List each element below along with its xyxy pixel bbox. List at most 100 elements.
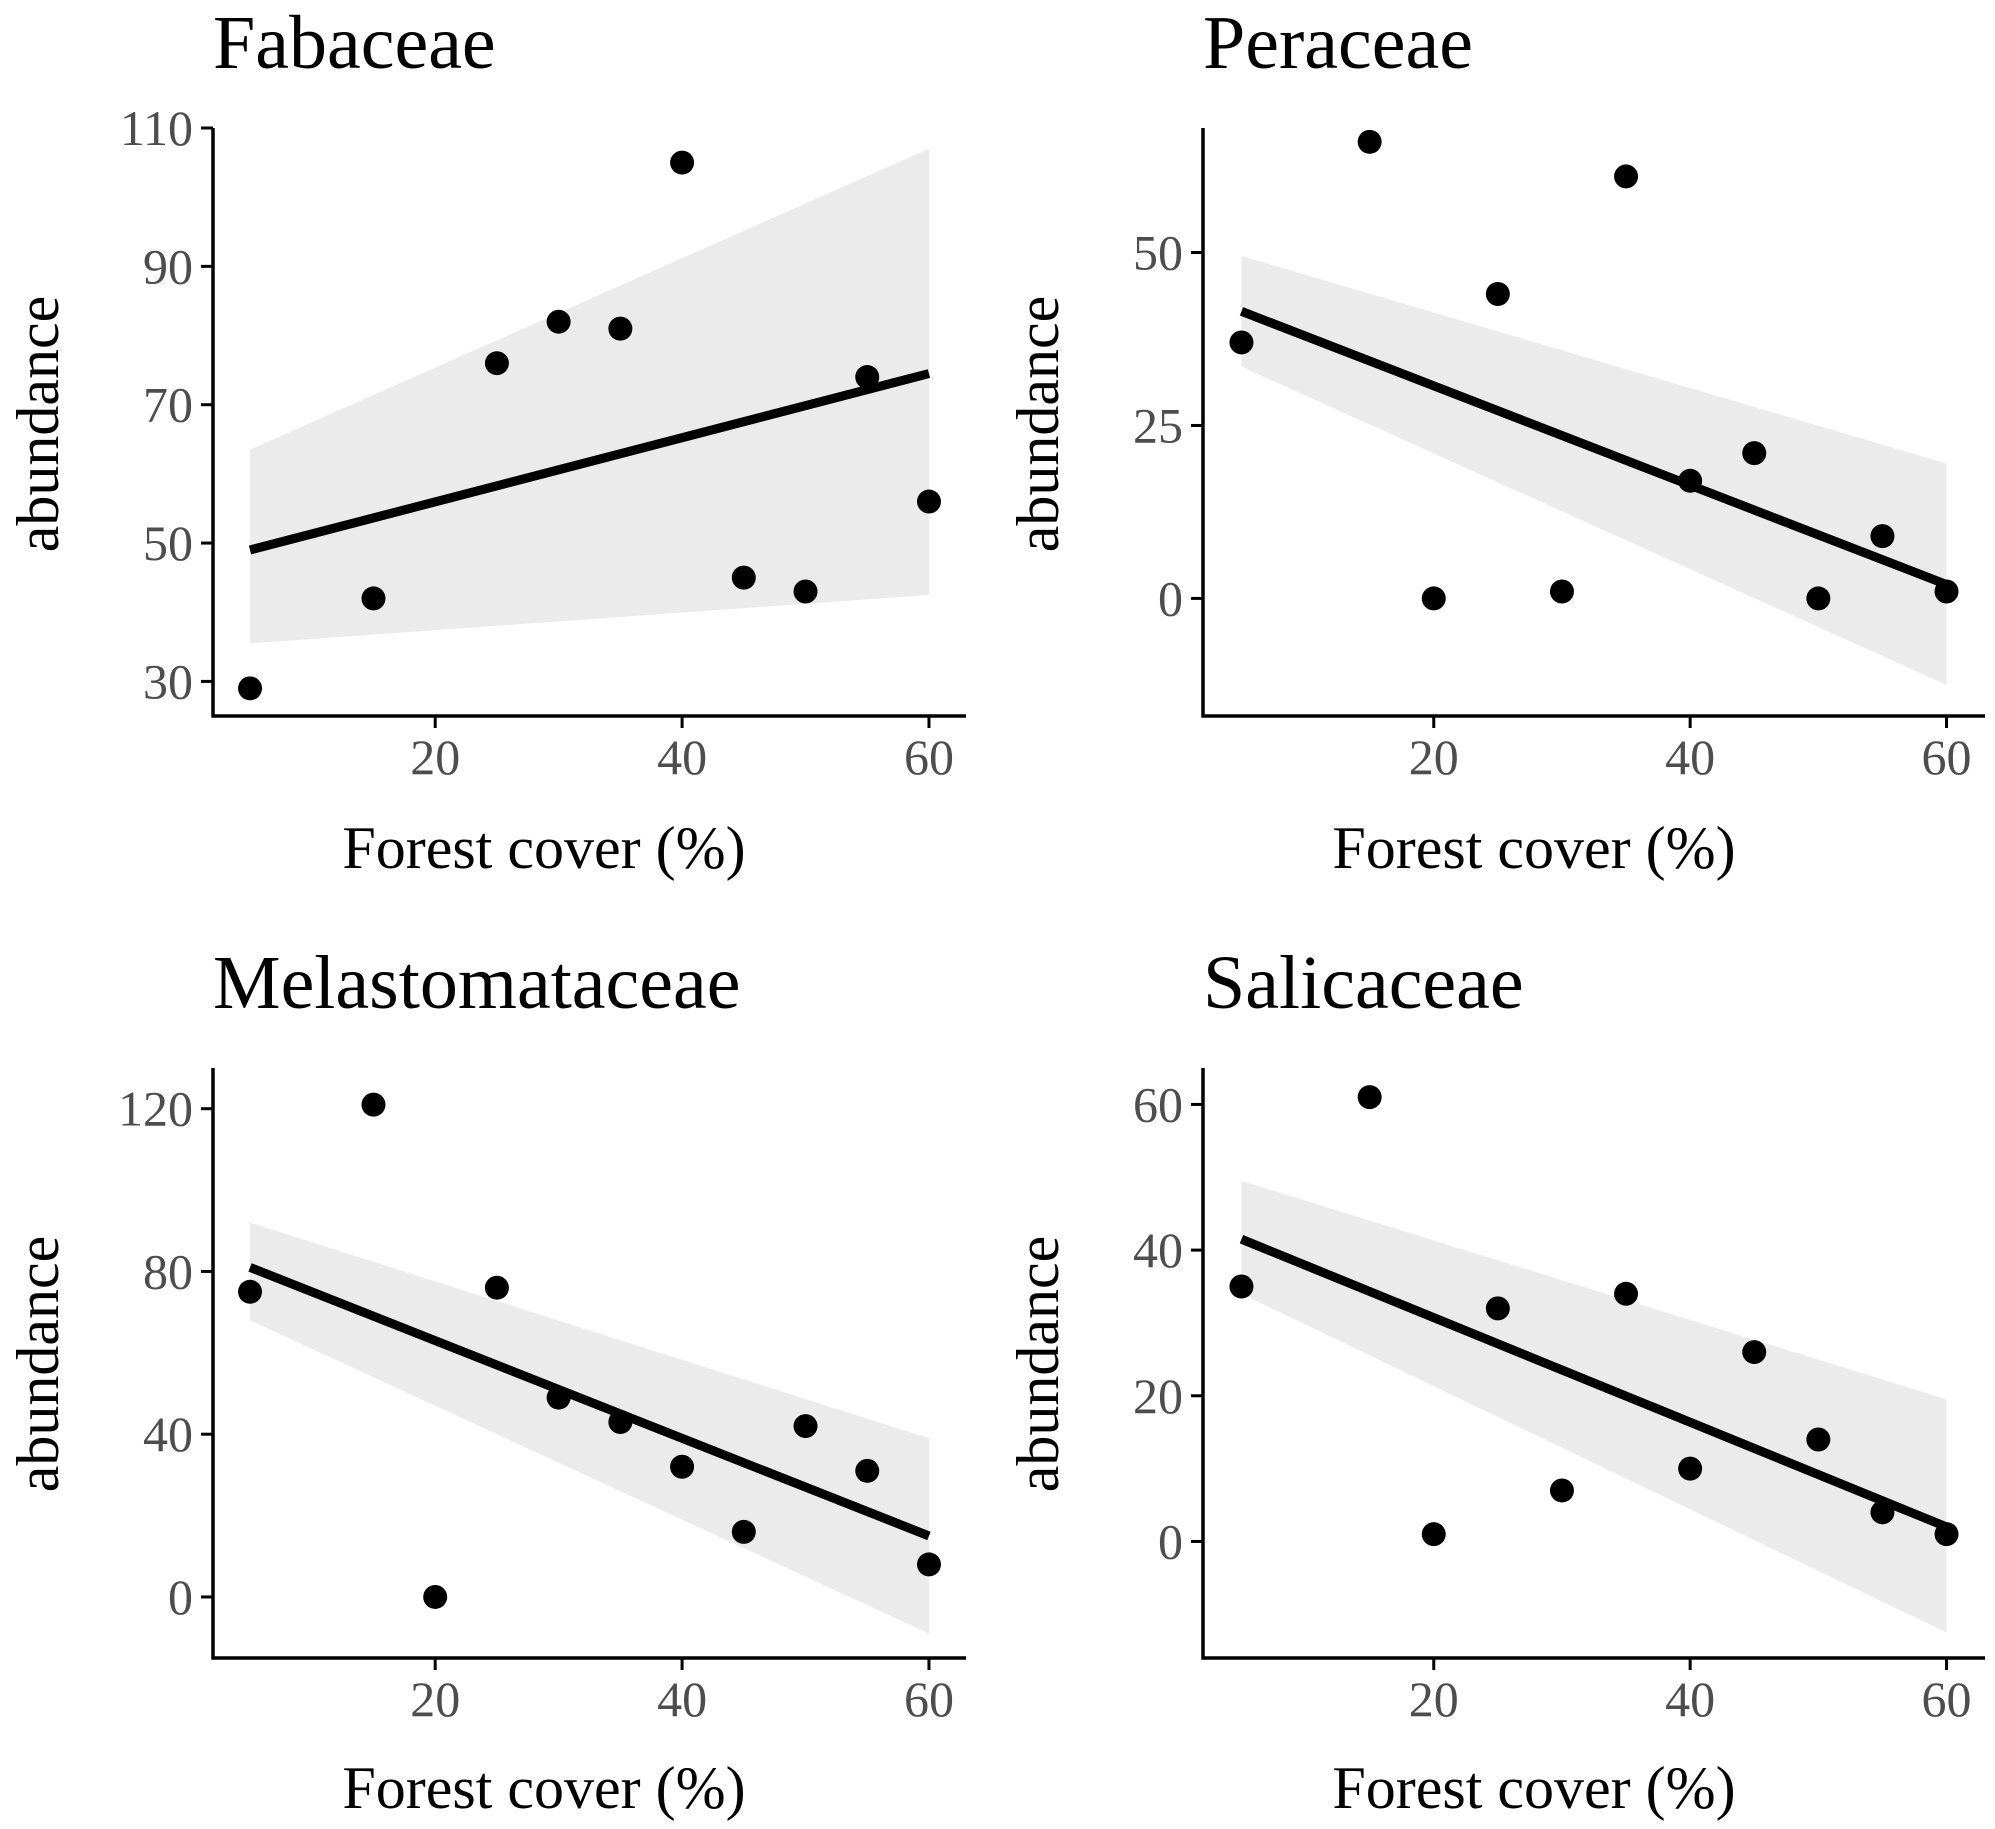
- plot-area: 20 40 60 0 40 80 120: [118, 1068, 966, 1727]
- x-tick-label: 20: [410, 729, 460, 785]
- y-tick-label: 90: [143, 238, 193, 294]
- y-tick-label: 40: [143, 1406, 193, 1462]
- data-point: [1229, 1274, 1254, 1299]
- data-point: [1678, 1456, 1703, 1481]
- panel-title: Salicaceae: [1203, 941, 1524, 1025]
- x-axis-label: Forest cover (%): [1332, 1755, 1735, 1821]
- panel-title: Fabaceae: [213, 1, 496, 85]
- confidence-ribbon: [250, 148, 929, 644]
- data-point: [1934, 579, 1959, 604]
- data-point: [1485, 1296, 1510, 1321]
- data-point: [1870, 524, 1895, 549]
- data-point: [855, 1458, 880, 1483]
- data-point: [546, 309, 571, 334]
- data-point: [1870, 1500, 1895, 1525]
- data-point: [361, 1092, 386, 1117]
- x-axis-label: Forest cover (%): [342, 1755, 745, 1821]
- y-tick-label: 110: [120, 100, 193, 156]
- data-point: [670, 150, 695, 175]
- x-tick-label: 40: [657, 1671, 707, 1727]
- plot-area: 20 40 60 0 20 40 60: [1133, 1068, 1985, 1727]
- confidence-ribbon: [1241, 1180, 1947, 1633]
- data-point: [423, 1584, 448, 1609]
- data-point: [1485, 282, 1510, 307]
- data-point: [1549, 1478, 1574, 1503]
- x-tick-label: 60: [1922, 729, 1972, 785]
- data-point: [1614, 1281, 1639, 1306]
- data-point: [238, 1279, 263, 1304]
- data-point: [1357, 129, 1382, 154]
- x-axis-label: Forest cover (%): [1332, 815, 1735, 881]
- y-tick-label: 80: [143, 1243, 193, 1299]
- data-point: [793, 1414, 818, 1439]
- y-axis-label: abundance: [1005, 296, 1071, 553]
- data-point: [484, 1275, 509, 1300]
- x-tick-label: 40: [1665, 1671, 1715, 1727]
- data-point: [1742, 1340, 1767, 1365]
- data-point: [1806, 586, 1831, 611]
- y-axis-label: abundance: [1005, 1236, 1071, 1493]
- panel-title: Melastomataceae: [213, 941, 740, 1025]
- data-point: [1678, 468, 1703, 493]
- y-tick-label: 50: [1133, 225, 1183, 281]
- plot-area: 20 40 60 0 25 50: [1133, 128, 1985, 785]
- y-tick-label: 0: [1158, 570, 1183, 626]
- y-tick-label: 70: [143, 377, 193, 433]
- regression-line: [1239, 1235, 1949, 1532]
- data-point: [731, 565, 756, 590]
- x-tick-label: 40: [657, 729, 707, 785]
- x-tick-label: 60: [904, 729, 954, 785]
- data-point: [1357, 1085, 1382, 1110]
- data-point: [1421, 586, 1446, 611]
- x-tick-label: 60: [904, 1671, 954, 1727]
- data-point: [670, 1454, 695, 1479]
- data-point: [1742, 441, 1767, 466]
- y-tick-label: 0: [168, 1569, 193, 1625]
- data-point: [1934, 1522, 1959, 1547]
- panel-title: Peraceae: [1203, 1, 1473, 85]
- data-point: [731, 1519, 756, 1544]
- panel-melastomataceae: Melastomataceae Forest cover (%) abundan…: [5, 941, 966, 1821]
- data-point: [793, 579, 818, 604]
- regression-line: [248, 1263, 931, 1541]
- x-tick-label: 60: [1922, 1671, 1972, 1727]
- data-point: [855, 365, 880, 390]
- y-axis-label: abundance: [5, 296, 71, 553]
- data-point: [608, 1410, 633, 1434]
- data-point: [1421, 1522, 1446, 1547]
- y-tick-label: 0: [1158, 1513, 1183, 1569]
- data-point: [1614, 164, 1639, 189]
- data-point: [916, 489, 941, 514]
- y-tick-label: 120: [118, 1081, 193, 1137]
- plot-area: 20 40 60 30 50 70 90 110: [120, 100, 966, 785]
- y-tick-label: 60: [1133, 1076, 1183, 1132]
- regression-line: [248, 369, 931, 555]
- panel-peraceae: Peraceae Forest cover (%) abundance 20 40…: [1005, 1, 1985, 881]
- data-point: [361, 586, 386, 611]
- x-tick-label: 20: [1409, 1671, 1459, 1727]
- y-tick-label: 20: [1133, 1368, 1183, 1424]
- y-tick-label: 30: [143, 653, 193, 709]
- data-point: [1229, 330, 1254, 355]
- data-point: [916, 1552, 941, 1577]
- regression-line: [1239, 307, 1949, 589]
- y-tick-label: 25: [1133, 397, 1183, 453]
- data-point: [484, 351, 509, 376]
- data-point: [1806, 1427, 1831, 1452]
- x-tick-label: 20: [1409, 729, 1459, 785]
- x-axis-label: Forest cover (%): [342, 815, 745, 881]
- confidence-ribbon: [1241, 255, 1947, 685]
- panel-salicaceae: Salicaceae Forest cover (%) abundance 20…: [1005, 941, 1985, 1821]
- confidence-ribbon: [250, 1222, 929, 1634]
- y-axis-label: abundance: [5, 1236, 71, 1493]
- y-tick-label: 40: [1133, 1222, 1183, 1278]
- data-point: [1549, 579, 1574, 604]
- y-tick-label: 50: [143, 515, 193, 571]
- data-point: [546, 1385, 571, 1410]
- x-tick-label: 20: [410, 1671, 460, 1727]
- data-point: [238, 676, 263, 701]
- data-point: [608, 316, 633, 341]
- panel-fabaceae: Fabaceae Forest cover (%) abundance 20 40…: [5, 1, 966, 881]
